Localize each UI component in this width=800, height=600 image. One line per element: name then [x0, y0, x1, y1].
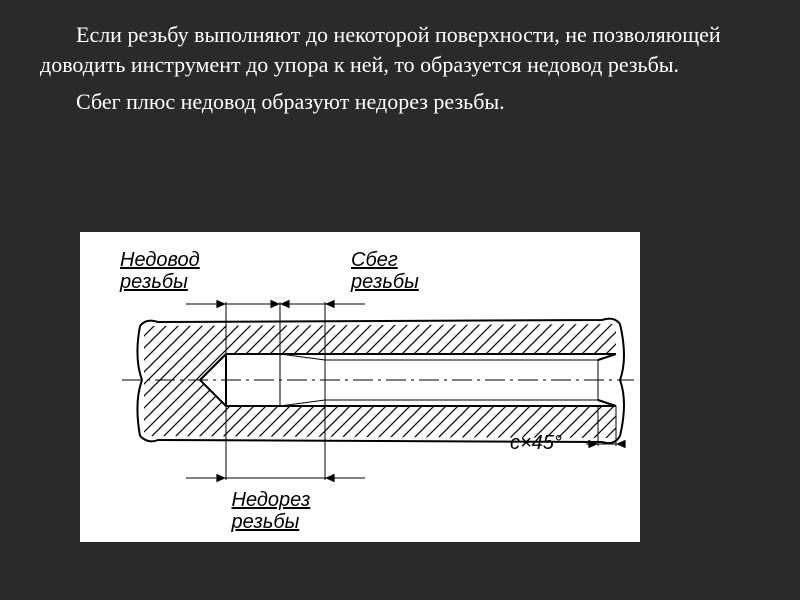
svg-text:Сбег: Сбег	[351, 249, 398, 271]
svg-text:Недорез: Недорез	[232, 489, 311, 511]
paragraph-2: Сбег плюс недовод образуют недорез резьб…	[40, 87, 760, 117]
svg-text:резьбы: резьбы	[119, 271, 188, 293]
svg-text:c×45°: c×45°	[510, 432, 562, 454]
svg-text:резьбы: резьбы	[350, 271, 419, 293]
technical-diagram: НедоводрезьбыСбегрезьбыc×45°Недорезрезьб…	[80, 232, 640, 542]
svg-text:Недовод: Недовод	[120, 249, 200, 271]
paragraph-1: Если резьбу выполняют до некоторой повер…	[40, 20, 760, 79]
svg-text:резьбы: резьбы	[231, 511, 300, 533]
